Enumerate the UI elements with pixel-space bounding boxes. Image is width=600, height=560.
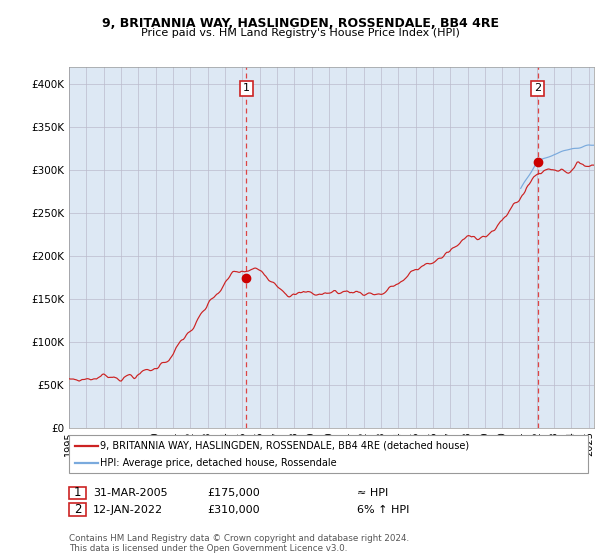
Text: Contains HM Land Registry data © Crown copyright and database right 2024.
This d: Contains HM Land Registry data © Crown c… <box>69 534 409 553</box>
Text: 9, BRITANNIA WAY, HASLINGDEN, ROSSENDALE, BB4 4RE (detached house): 9, BRITANNIA WAY, HASLINGDEN, ROSSENDALE… <box>100 441 469 451</box>
Text: 2: 2 <box>74 503 81 516</box>
Text: £310,000: £310,000 <box>207 505 260 515</box>
Text: 12-JAN-2022: 12-JAN-2022 <box>93 505 163 515</box>
Text: HPI: Average price, detached house, Rossendale: HPI: Average price, detached house, Ross… <box>100 458 337 468</box>
Text: 6% ↑ HPI: 6% ↑ HPI <box>357 505 409 515</box>
Text: 1: 1 <box>243 83 250 94</box>
Text: 2: 2 <box>534 83 541 94</box>
Text: £175,000: £175,000 <box>207 488 260 498</box>
Text: 31-MAR-2005: 31-MAR-2005 <box>93 488 167 498</box>
Text: Price paid vs. HM Land Registry's House Price Index (HPI): Price paid vs. HM Land Registry's House … <box>140 28 460 38</box>
Text: ≈ HPI: ≈ HPI <box>357 488 388 498</box>
Text: 1: 1 <box>74 486 81 500</box>
Text: 9, BRITANNIA WAY, HASLINGDEN, ROSSENDALE, BB4 4RE: 9, BRITANNIA WAY, HASLINGDEN, ROSSENDALE… <box>101 17 499 30</box>
